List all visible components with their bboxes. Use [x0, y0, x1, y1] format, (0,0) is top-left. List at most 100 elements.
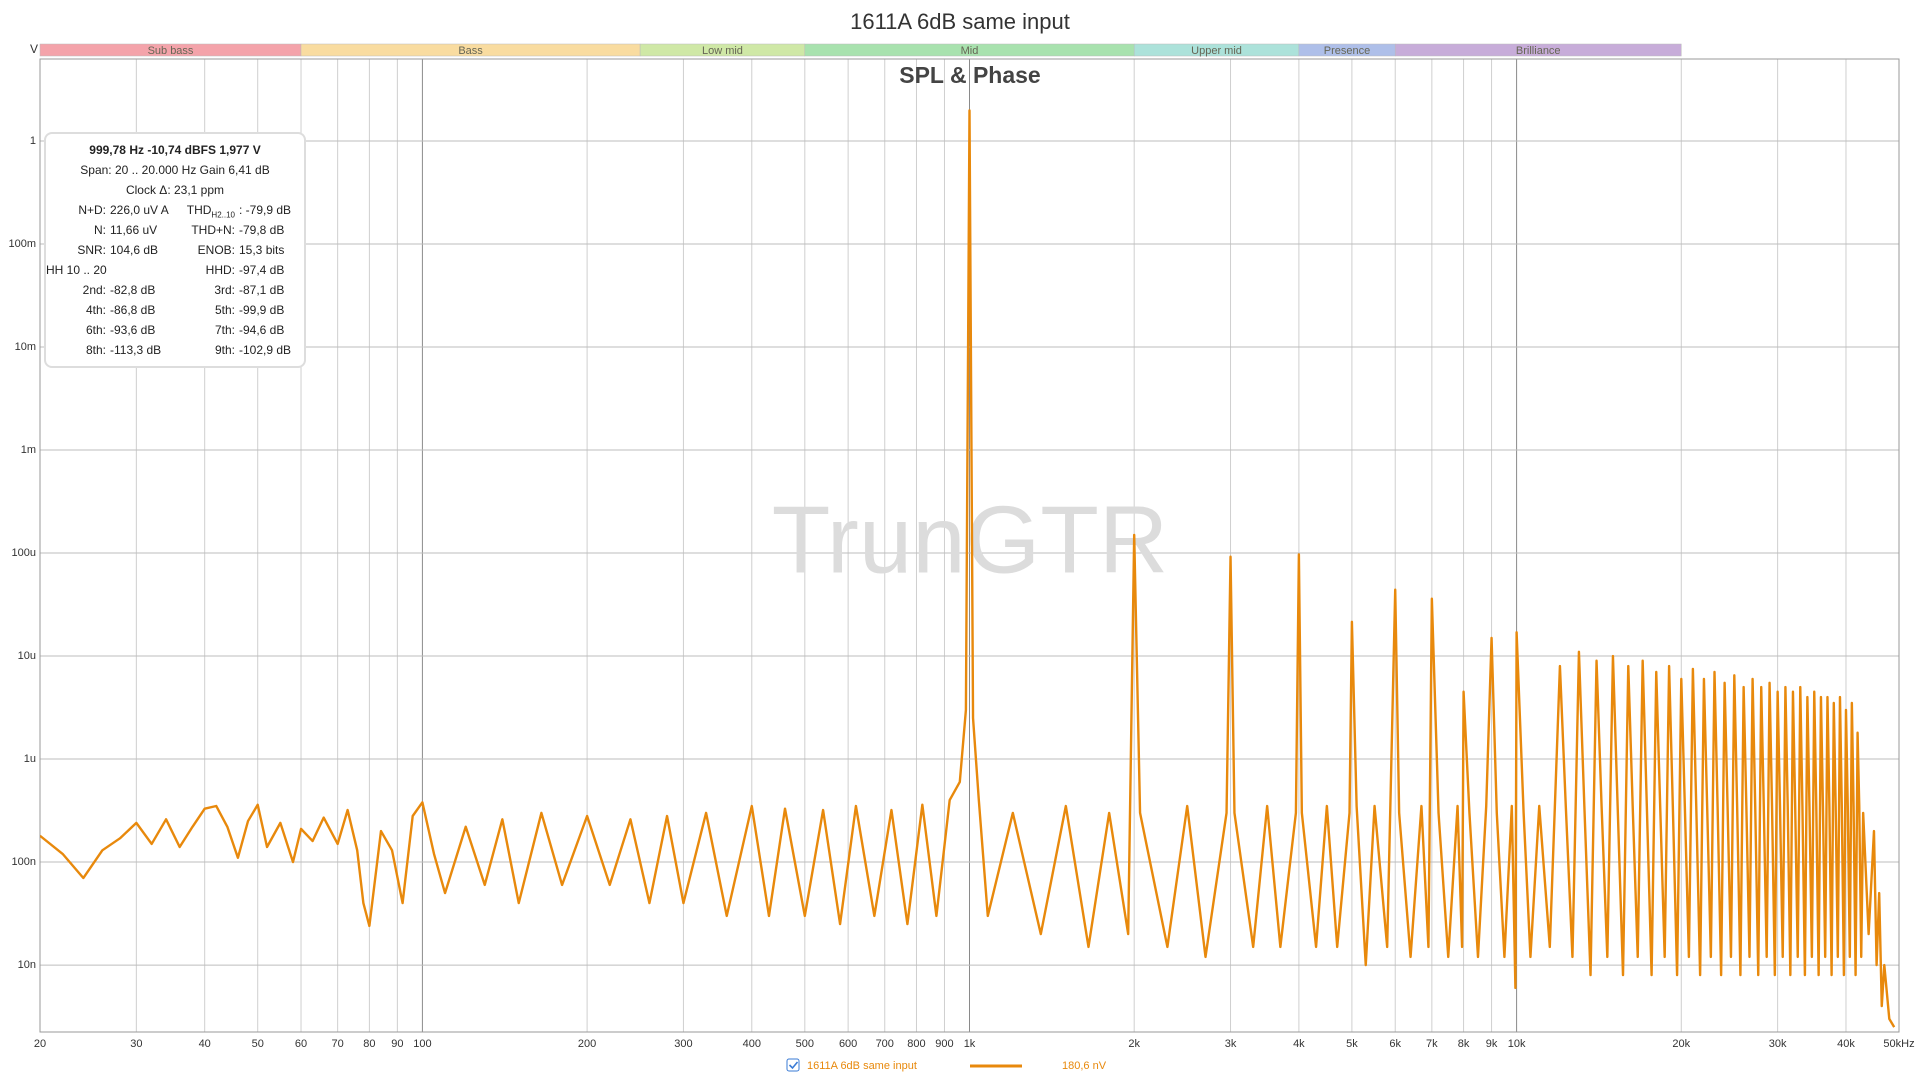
- info-value: 226,0 uV A: [110, 203, 169, 217]
- legend-checkbox[interactable]: [786, 1058, 800, 1072]
- info-value: -102,9 dB: [239, 343, 292, 357]
- band-label: Mid: [961, 45, 979, 57]
- info-row: 2nd: -82,8 dB 3rd: -87,1 dB: [46, 280, 304, 300]
- info-row: HH 10 .. 20 HHD: -97,4 dB: [46, 260, 304, 280]
- info-label-text: 3rd:: [214, 283, 235, 297]
- info-label-text: ENOB:: [197, 243, 235, 257]
- info-label: 7th:: [175, 320, 239, 340]
- x-tick-label: 400: [743, 1038, 761, 1050]
- band-label: Presence: [1324, 45, 1370, 57]
- info-label-text: N+D:: [78, 203, 106, 217]
- legend-cursor-value: 180,6 nV: [1062, 1060, 1107, 1072]
- info-cell: 3rd: -87,1 dB: [175, 280, 304, 300]
- info-value: 11,66 uV: [110, 223, 158, 237]
- info-line: Span: 20 .. 20.000 Hz Gain 6,41 dB: [80, 163, 270, 177]
- info-label: 8th:: [46, 340, 110, 360]
- legend-label[interactable]: 1611A 6dB same input: [807, 1060, 917, 1072]
- x-tick-label: 800: [907, 1038, 925, 1050]
- info-label: N:: [46, 220, 110, 240]
- x-tick-label: 9k: [1486, 1038, 1498, 1050]
- y-tick-label: 1m: [21, 444, 36, 456]
- info-value: -97,4 dB: [239, 263, 285, 277]
- info-label: THD+N:: [175, 220, 239, 240]
- x-tick-label: 40k: [1837, 1038, 1855, 1050]
- info-cell: HH 10 .. 20: [46, 260, 175, 280]
- info-label: THDH2..10: [175, 200, 239, 220]
- y-tick-label: 10n: [18, 959, 36, 971]
- info-cell: ENOB: 15,3 bits: [175, 240, 304, 260]
- x-tick-label: 50kHz: [1883, 1038, 1914, 1050]
- info-value: -86,8 dB: [110, 303, 156, 317]
- band-label: Bass: [458, 45, 483, 57]
- info-label: 5th:: [175, 300, 239, 320]
- x-tick-label: 3k: [1225, 1038, 1237, 1050]
- info-cell: 2nd: -82,8 dB: [46, 280, 175, 300]
- x-tick-label: 500: [796, 1038, 814, 1050]
- info-label-text: HH 10 .. 20: [46, 263, 107, 277]
- x-tick-label: 1k: [964, 1038, 976, 1050]
- y-tick-label: 100n: [12, 856, 36, 868]
- y-tick-label: 10u: [18, 650, 36, 662]
- x-tick-label: 300: [674, 1038, 692, 1050]
- info-label: HH 10 .. 20: [46, 260, 111, 280]
- x-tick-label: 5k: [1346, 1038, 1358, 1050]
- x-tick-label: 4k: [1293, 1038, 1305, 1050]
- info-label-text: 5th:: [214, 303, 235, 317]
- info-value: -82,8 dB: [110, 283, 156, 297]
- info-label-text: N:: [94, 223, 106, 237]
- x-tick-label: 900: [935, 1038, 953, 1050]
- info-label-text: 8th:: [85, 343, 106, 357]
- chart-title: 1611A 6dB same input: [850, 9, 1070, 34]
- info-label: 9th:: [175, 340, 239, 360]
- info-label-text: 6th:: [85, 323, 106, 337]
- info-label-text: 4th:: [85, 303, 106, 317]
- y-tick-label: 1u: [24, 753, 36, 765]
- info-cell: 5th: -99,9 dB: [175, 300, 304, 320]
- info-label-text: 7th:: [214, 323, 235, 337]
- grid: [39, 59, 1900, 1032]
- info-value: 15,3 bits: [239, 243, 285, 257]
- info-label-sub: H2..10: [211, 210, 235, 220]
- info-value: -99,9 dB: [239, 303, 285, 317]
- info-cell: HHD: -97,4 dB: [175, 260, 304, 280]
- info-row: N+D: 226,0 uV A THDH2..10: -79,9 dB: [46, 200, 304, 220]
- info-cell: SNR: 104,6 dB: [46, 240, 175, 260]
- info-row: 6th: -93,6 dB 7th: -94,6 dB: [46, 320, 304, 340]
- x-tick-label: 60: [295, 1038, 307, 1050]
- info-cell: 4th: -86,8 dB: [46, 300, 175, 320]
- info-label: 2nd:: [46, 280, 110, 300]
- band-label: Upper mid: [1191, 45, 1242, 57]
- band-label: Low mid: [702, 45, 743, 57]
- x-tick-label: 700: [876, 1038, 894, 1050]
- y-unit: V: [30, 42, 38, 56]
- x-tick-label: 90: [391, 1038, 403, 1050]
- info-row: N: 11,66 uV THD+N: -79,8 dB: [46, 220, 304, 240]
- info-value: -94,6 dB: [239, 323, 285, 337]
- plot-frame: [39, 58, 1900, 1033]
- y-tick-label: 100u: [12, 547, 36, 559]
- info-label-text: THD+N:: [191, 223, 235, 237]
- checkbox-tick: [788, 1061, 799, 1070]
- info-label: SNR:: [46, 240, 110, 260]
- x-tick-label: 50: [252, 1038, 264, 1050]
- x-tick-label: 20k: [1672, 1038, 1690, 1050]
- info-label-text: HHD:: [205, 263, 235, 277]
- x-tick-label: 8k: [1458, 1038, 1470, 1050]
- x-tick-label: 40: [199, 1038, 211, 1050]
- plot-area: [40, 109, 1896, 1028]
- band-label: Brilliance: [1516, 45, 1561, 57]
- info-value: 104,6 dB: [110, 243, 159, 257]
- info-label: N+D:: [46, 200, 110, 220]
- info-label: 4th:: [46, 300, 110, 320]
- x-tick-label: 100: [413, 1038, 431, 1050]
- info-label-text: THD: [186, 203, 212, 217]
- info-value: -113,3 dB: [110, 343, 162, 357]
- measurement-panel: 999,78 Hz -10,74 dBFS 1,977 V Span: 20 ..…: [44, 132, 306, 368]
- info-row: 4th: -86,8 dB 5th: -99,9 dB: [46, 300, 304, 320]
- watermark: TrunGTR: [772, 486, 1168, 593]
- x-tick-label: 6k: [1389, 1038, 1401, 1050]
- y-tick-label: 100m: [8, 238, 36, 250]
- info-cell: N: 11,66 uV: [46, 220, 175, 240]
